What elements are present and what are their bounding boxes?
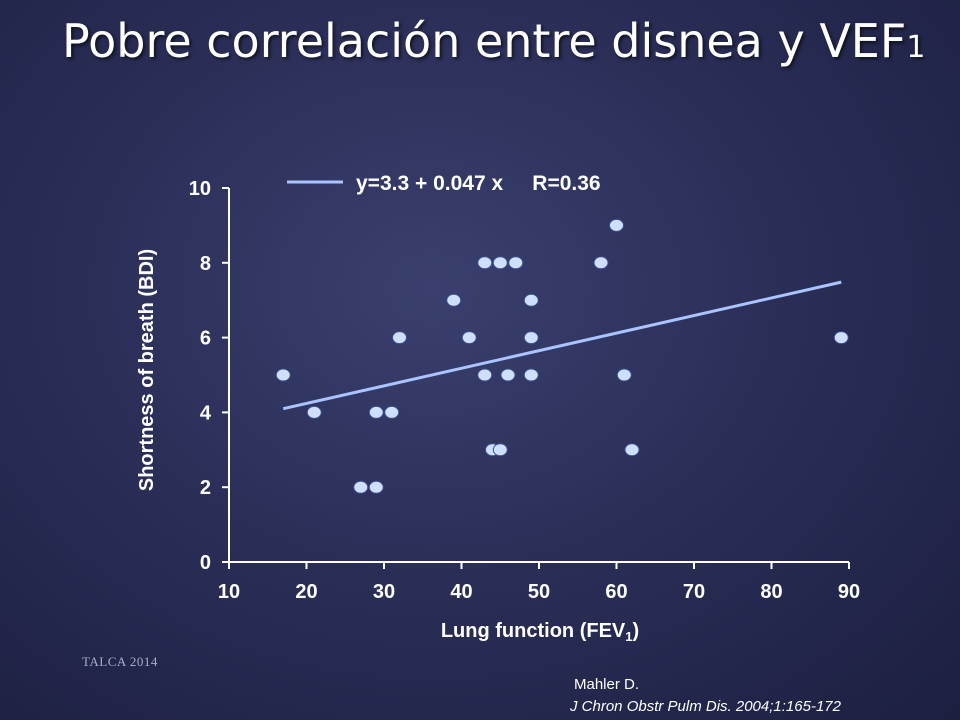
data-point bbox=[523, 331, 539, 345]
legend: y=3.3 + 0.047 x R=0.36 bbox=[287, 172, 601, 195]
regression-line-group bbox=[282, 280, 842, 411]
citation-journal: J Chron Obstr Pulm Dis. 2004;1:165-172 bbox=[570, 698, 841, 715]
x-tick-label: 70 bbox=[683, 581, 705, 603]
x-tick-label: 30 bbox=[373, 581, 395, 603]
data-point bbox=[492, 443, 508, 457]
y-axis-label: Shortness of breath (BDI) bbox=[136, 249, 158, 491]
chart-axes bbox=[228, 188, 849, 563]
data-point bbox=[384, 405, 400, 419]
data-point bbox=[523, 293, 539, 307]
data-point bbox=[275, 368, 291, 382]
data-point bbox=[477, 368, 493, 382]
slide-title: Pobre correlación entre disnea y VEF1 bbox=[62, 14, 926, 68]
x-tick-label: 60 bbox=[605, 581, 627, 603]
data-point bbox=[609, 218, 624, 232]
y-ticks: 0 2 4 6 8 10 bbox=[189, 178, 229, 574]
x-tick-label: 50 bbox=[528, 581, 550, 603]
data-points bbox=[275, 218, 849, 494]
x-tick-label: 40 bbox=[450, 581, 472, 603]
data-point bbox=[477, 256, 493, 270]
x-tick-label: 80 bbox=[760, 581, 782, 603]
data-point bbox=[392, 331, 407, 345]
data-point bbox=[492, 256, 508, 270]
data-point bbox=[306, 405, 322, 419]
data-point bbox=[446, 293, 462, 307]
y-tick-label: 0 bbox=[200, 552, 211, 574]
data-point bbox=[500, 368, 516, 382]
data-point bbox=[593, 256, 609, 270]
data-point bbox=[353, 480, 369, 494]
data-point bbox=[368, 405, 384, 419]
regression-line bbox=[282, 280, 842, 411]
x-tick-label: 90 bbox=[838, 581, 860, 603]
x-tick-label: 20 bbox=[295, 581, 317, 603]
data-point bbox=[523, 368, 539, 382]
data-point bbox=[508, 256, 524, 270]
y-tick-label: 8 bbox=[200, 253, 211, 275]
legend-label: y=3.3 + 0.047 x R=0.36 bbox=[356, 172, 601, 195]
y-tick-label: 10 bbox=[189, 178, 211, 200]
data-point bbox=[833, 331, 849, 345]
data-point bbox=[616, 368, 632, 382]
y-tick-label: 4 bbox=[200, 402, 212, 424]
y-tick-label: 2 bbox=[200, 477, 211, 499]
footer-location-year: TALCA 2014 bbox=[82, 654, 158, 669]
citation-author: Mahler D. bbox=[574, 676, 640, 693]
data-point bbox=[461, 331, 477, 345]
x-tick-label: 10 bbox=[218, 581, 240, 603]
y-tick-label: 6 bbox=[200, 328, 211, 350]
data-point bbox=[624, 443, 640, 457]
x-ticks: 10 20 30 40 50 60 70 80 90 bbox=[218, 562, 860, 603]
data-point bbox=[368, 480, 384, 494]
x-axis-label: Lung function (FEV1) bbox=[441, 620, 639, 644]
